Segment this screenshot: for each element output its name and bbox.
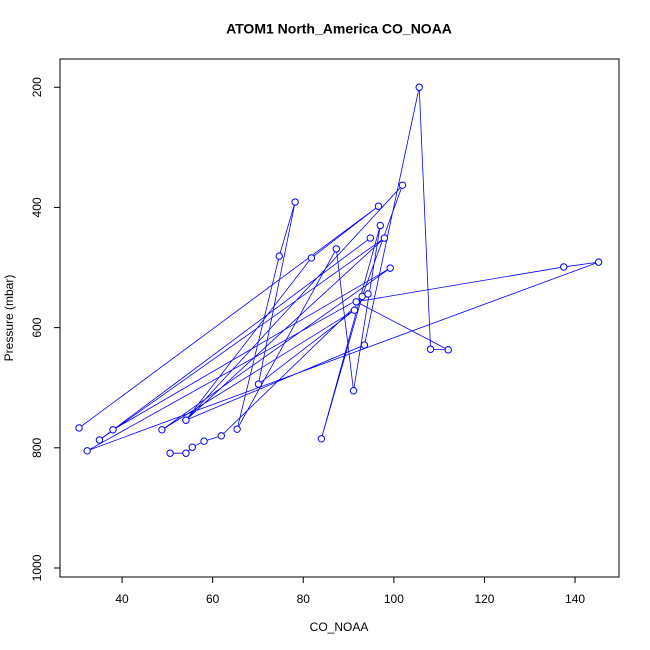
data-point [109,426,117,434]
data-point [398,181,407,189]
data-point [275,252,283,260]
data-point [182,449,190,457]
x-axis-label: CO_NOAA [310,620,369,634]
data-point [217,432,225,440]
data-point [594,258,603,266]
data-point [332,245,341,253]
y-tick-label: 400 [30,197,44,217]
data-point [317,435,326,443]
data-point [366,234,375,242]
x-tick-label: 100 [384,592,404,606]
data-point [182,416,190,424]
data-point [444,346,452,354]
data-point [380,234,389,242]
data-point [349,387,358,395]
data-point [307,254,316,262]
chart-title: ATOM1 North_America CO_NOAA [226,21,452,37]
data-point [426,345,435,353]
data-point [360,341,369,349]
data-point [364,290,372,298]
y-axis-label: Pressure (mbar) [2,275,16,362]
x-tick-label: 120 [474,592,494,606]
y-tick-label: 200 [30,77,44,97]
data-point [415,83,423,91]
data-point [200,437,208,445]
x-tick-label: 140 [565,592,585,606]
data-point [386,264,394,272]
data-point [166,449,174,457]
y-tick-label: 800 [30,437,44,457]
plot-frame [59,58,620,578]
x-tick-label: 40 [115,592,129,606]
data-point [75,424,83,432]
data-point [233,425,241,433]
data-point [83,447,91,455]
x-tick-label: 60 [206,592,220,606]
x-tick-label: 80 [297,592,311,606]
data-line [78,87,599,454]
data-point [188,443,196,451]
data-point [560,263,568,271]
data-point [95,436,104,444]
data-point [291,198,299,206]
y-tick-label: 600 [30,317,44,337]
data-point [352,298,360,306]
data-point [374,202,383,210]
y-tick-label: 1000 [30,554,44,581]
data-point [158,426,166,434]
data-point [254,380,263,388]
data-point [350,306,359,314]
data-point [376,221,384,230]
